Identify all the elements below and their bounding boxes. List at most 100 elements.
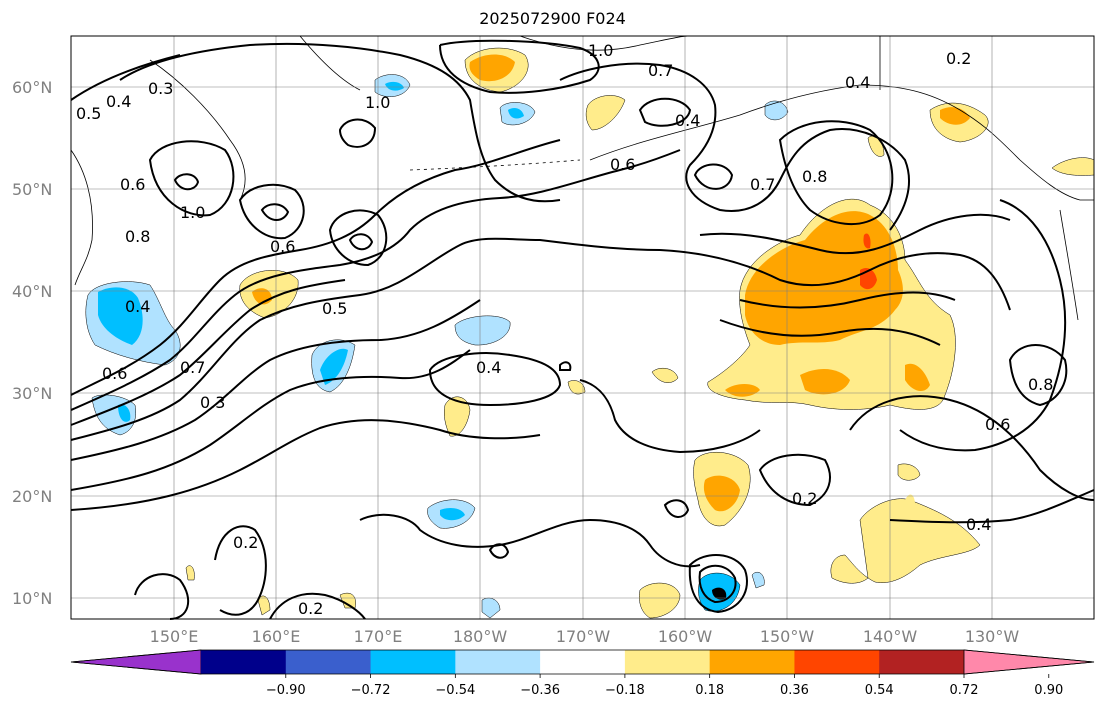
anomaly-yellow-mid	[443, 396, 471, 437]
anomaly-yellow-south4	[185, 565, 195, 581]
colorbar-tick-label: 0.54	[865, 683, 894, 698]
anomaly-yellow-bering2	[585, 95, 626, 131]
contour-1.0-bering	[439, 39, 600, 94]
colorbar-outline	[70, 649, 1095, 675]
coast-canada	[1059, 209, 1079, 321]
coast-alaska-south	[589, 84, 1094, 201]
clabel-22: 0.2	[792, 489, 817, 508]
colorbar: −0.90 −0.72 −0.54 −0.36 −0.18 0.18 0.36 0.54 0.7…	[70, 649, 1095, 698]
contour-closed-12	[688, 553, 748, 614]
anomaly-orange-ne	[745, 211, 903, 345]
contour-closed-1	[238, 183, 305, 240]
colorbar-segment	[794, 650, 880, 674]
contour-south-1	[359, 513, 701, 568]
clabel-24: 0.2	[233, 533, 258, 552]
longitude-labels: 150°E 160°E 170°E 180°W 170°W 160°W 150°…	[150, 627, 1020, 646]
contour-0.8-gulf	[778, 120, 894, 226]
contour-closed-5	[338, 118, 377, 148]
anomaly-yellow-se3	[905, 494, 915, 505]
map-title: 2025072900 F024	[479, 9, 626, 28]
contour-0.2-center	[758, 453, 831, 507]
anomaly-blue-south	[440, 507, 465, 521]
anomaly-yellow-south	[639, 582, 681, 619]
lon-label-140w: 140°W	[863, 627, 918, 646]
clabel-7: 0.7	[180, 358, 205, 377]
clabel-23: 0.4	[966, 515, 991, 534]
contour-south-2	[134, 573, 190, 620]
contour-south-4	[269, 592, 366, 620]
clabel-6: 0.5	[322, 299, 347, 318]
clabel-3: 0.5	[76, 104, 101, 123]
lon-label-160e: 160°E	[252, 627, 301, 646]
contour-north-band	[119, 42, 561, 203]
contour-closed-14	[663, 499, 690, 518]
coast-kamchatka	[149, 59, 246, 201]
contour-0.7-north	[559, 62, 910, 231]
contour-closed-2	[260, 203, 290, 221]
contour-0.4-b	[739, 291, 956, 309]
contour-0.3-b	[719, 319, 941, 346]
contour-closed-8	[693, 163, 734, 190]
lon-label-170w: 170°W	[556, 627, 611, 646]
colorbar-segment	[285, 650, 372, 674]
clabel-4: 1.0	[180, 203, 205, 222]
lon-label-160w: 160°W	[658, 627, 713, 646]
lat-label-60n: 60°N	[12, 78, 52, 97]
anomaly-yellow-se	[830, 498, 981, 584]
colorbar-tick-label: 0.72	[950, 683, 979, 698]
colorbar-extend-max	[963, 649, 1095, 675]
colorbar-segment	[540, 650, 626, 674]
contour-0.4-a	[70, 299, 481, 461]
colorbar-segment	[624, 650, 711, 674]
contour-0.8-a	[70, 139, 561, 396]
lat-label-10n: 10°N	[12, 589, 52, 608]
contour-closed-7	[148, 140, 235, 217]
anomaly-orange-ne4	[905, 363, 930, 392]
lon-label-180w: 180°W	[453, 627, 508, 646]
clabel-13: 0.7	[648, 61, 673, 80]
anomaly-orange-ne2	[800, 368, 850, 395]
contour-south-3	[214, 525, 267, 616]
lon-label-150e: 150°E	[150, 627, 199, 646]
contour-closed-10	[1008, 344, 1068, 407]
shaded-anomalies	[85, 47, 1095, 619]
clabel-18: 0.4	[845, 73, 870, 92]
clabel-27: 0.8	[125, 227, 150, 246]
contour-0.5-a	[70, 237, 661, 441]
clabel-20: 0.8	[1028, 375, 1053, 394]
contour-closed-11	[488, 543, 510, 559]
colorbar-segment	[201, 650, 287, 674]
contour-0.6-east	[849, 395, 1095, 501]
contour-north-band-2	[70, 54, 181, 101]
clabel-5: 0.6	[270, 237, 295, 256]
clabel-19: 0.2	[946, 49, 971, 68]
latitude-labels: 60°N 50°N 40°N 30°N 20°N 10°N	[12, 78, 52, 608]
colorbar-tick-label: 0.90	[1034, 683, 1063, 698]
contour-0.4-center	[428, 352, 562, 407]
clabel-9: 0.3	[200, 393, 225, 412]
contour-0.5-b	[659, 249, 1011, 311]
colorbar-tick-label: −0.18	[605, 683, 645, 698]
clabel-26: 0.4	[125, 297, 150, 316]
contour-labels: 0.3 0.4 0.5 1.0 0.6 0.5 0.7 0.6 0.3 0.4 …	[76, 41, 1053, 618]
anomaly-lightblue-dateline	[454, 315, 511, 346]
colorbar-tick-label: −0.36	[520, 683, 560, 698]
contour-0.4-east	[889, 489, 1095, 524]
colorbar-segment	[370, 650, 456, 674]
anomaly-orange-bering	[469, 54, 515, 82]
clabel-10: 0.4	[476, 358, 501, 377]
colorbar-extend-min	[70, 649, 202, 675]
anomaly-yellow-mid3	[651, 367, 679, 383]
anomaly-yellow-south2	[339, 592, 356, 609]
clabel-15: 0.6	[610, 155, 635, 174]
clabel-2: 0.4	[106, 92, 131, 111]
contour-closed-6	[173, 173, 200, 191]
anomaly-lightblue-south3	[751, 571, 765, 589]
clabel-16: 0.7	[750, 175, 775, 194]
colorbar-segment	[879, 650, 965, 674]
contour-0.2-a	[70, 419, 541, 511]
gridlines	[71, 36, 1094, 619]
lat-label-50n: 50°N	[12, 180, 52, 199]
anomaly-blue-bering3	[508, 108, 524, 119]
anomaly-blue-kamchatka	[385, 81, 404, 91]
